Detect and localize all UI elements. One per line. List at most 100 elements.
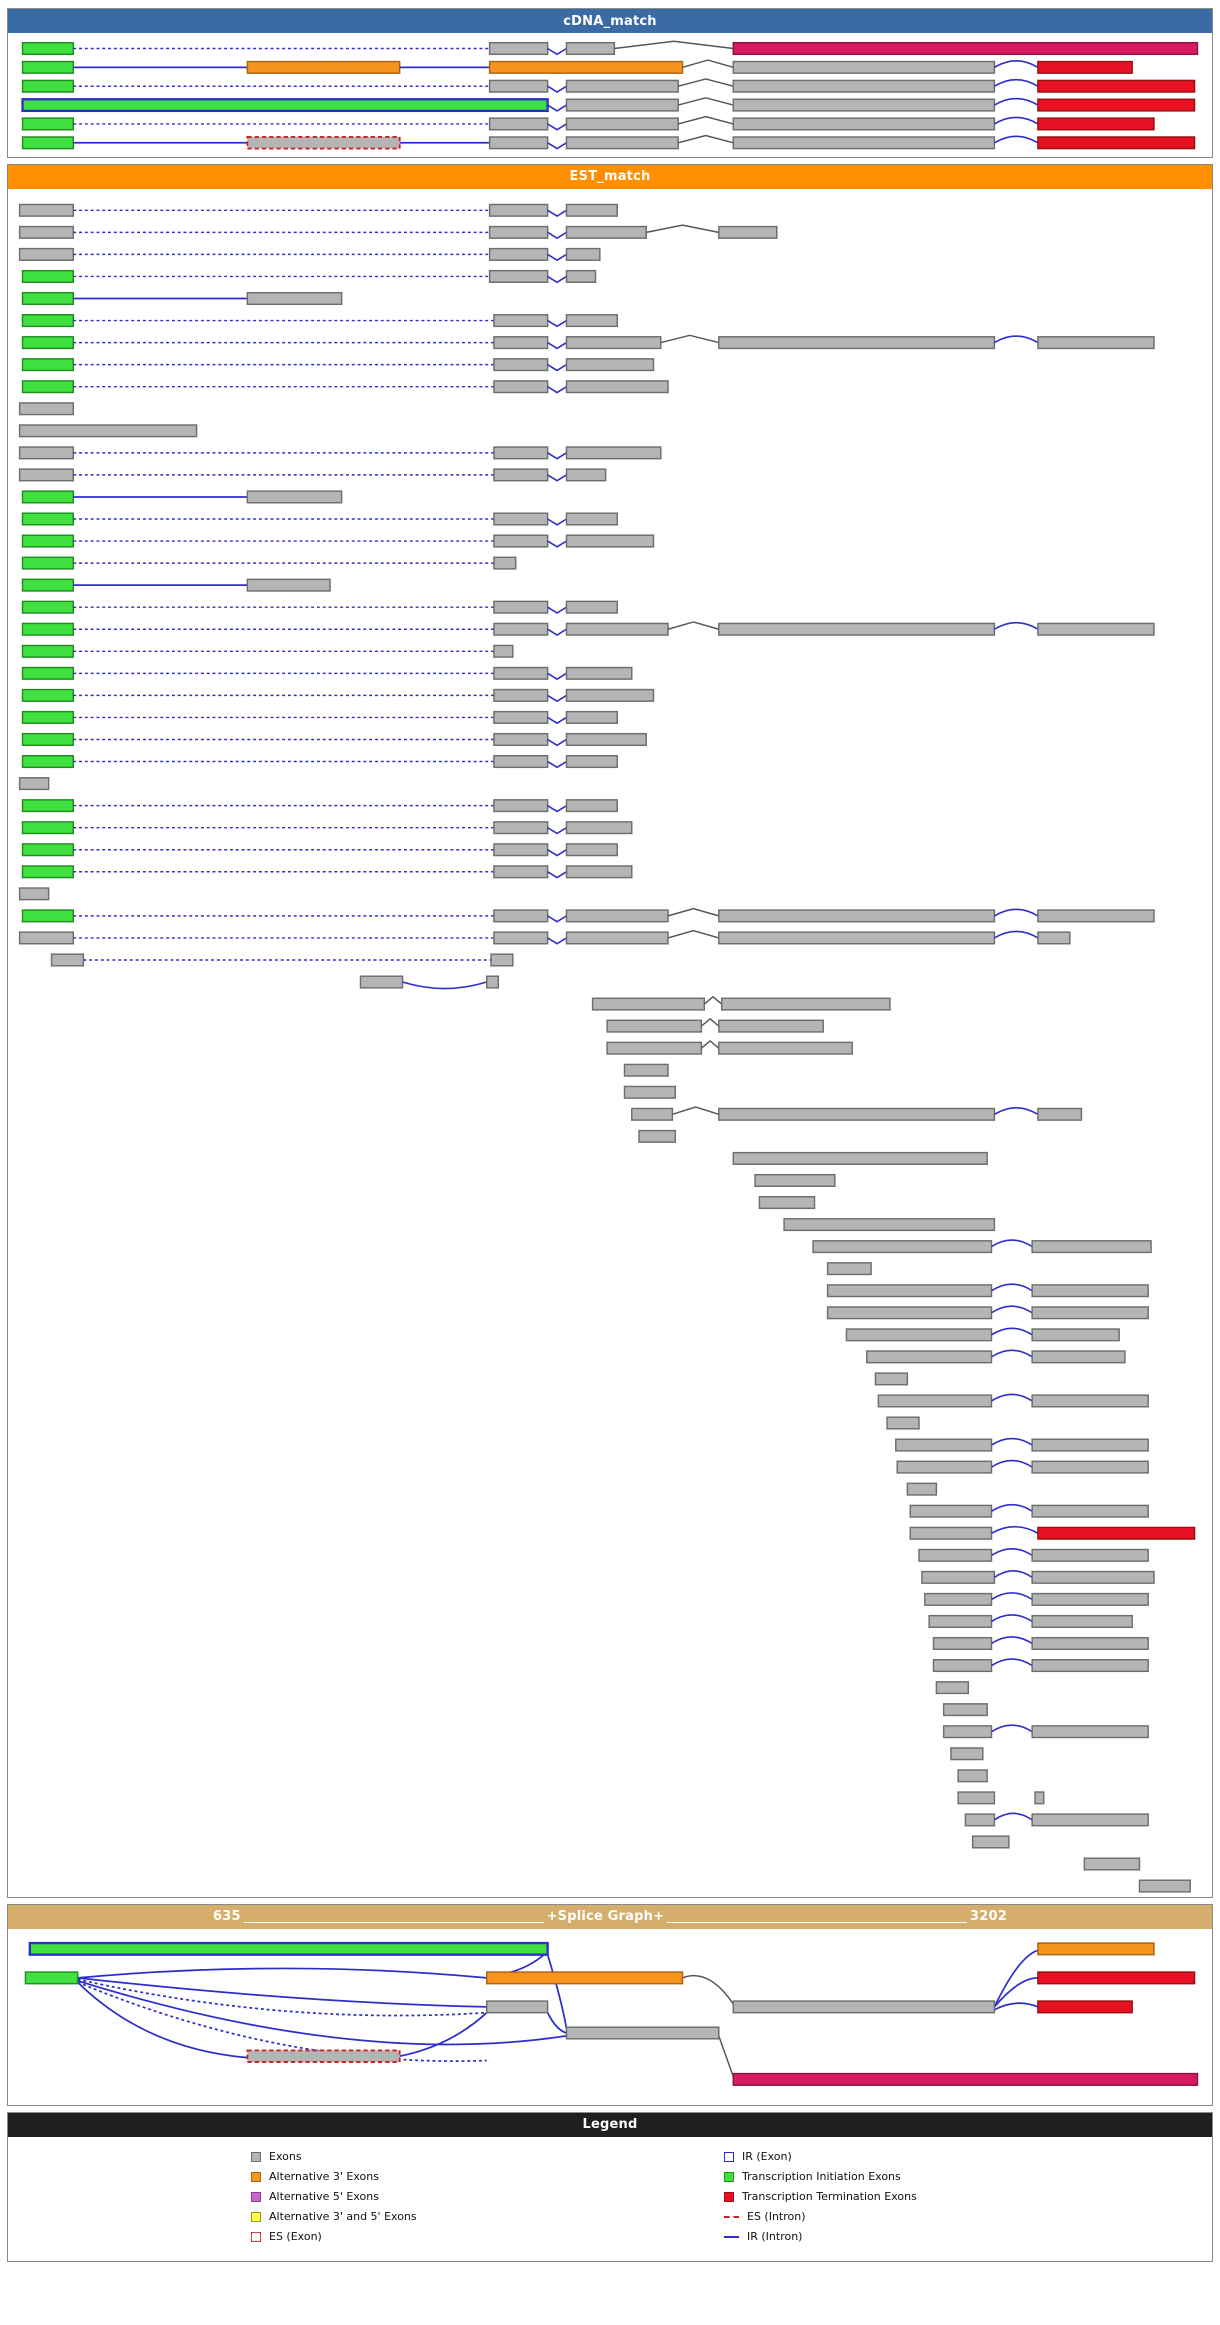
exon-gray bbox=[826, 1261, 872, 1276]
splice-graph-panel: 635 +Splice Graph+ 3202 bbox=[7, 1903, 1213, 2106]
exon-gray bbox=[565, 247, 601, 261]
intron-ir-arc bbox=[991, 1283, 1033, 1292]
legend-panel: Legend Exons Alternative 3' Exons Alternat… bbox=[7, 2111, 1213, 2262]
exon-gray bbox=[565, 117, 679, 131]
intron-ir-caret bbox=[547, 606, 567, 614]
exon-gray bbox=[718, 909, 996, 923]
intron-ir-arc bbox=[993, 908, 1039, 917]
exon-green bbox=[21, 644, 75, 658]
intron-ir-caret bbox=[547, 540, 567, 548]
intron-ir-caret bbox=[547, 253, 567, 261]
exon-gray bbox=[565, 798, 618, 813]
exon-gray bbox=[1037, 909, 1155, 923]
exon-green bbox=[21, 136, 75, 150]
exon-gray bbox=[896, 1460, 993, 1474]
exon-gray bbox=[845, 1328, 993, 1342]
splice-graph-edge bbox=[546, 1954, 568, 2029]
legend-item: Transcription Initiation Exons bbox=[724, 2170, 917, 2183]
exon-gray bbox=[565, 136, 679, 150]
cdna-match-panel: cDNA_match bbox=[7, 8, 1213, 158]
legend-item: Exons bbox=[251, 2150, 486, 2164]
intron-ir-arc bbox=[991, 1393, 1033, 1402]
exon-gray bbox=[565, 688, 655, 702]
exon-gray bbox=[18, 931, 75, 945]
legend-item: Transcription Termination Exons bbox=[724, 2190, 917, 2204]
exon-green bbox=[21, 821, 75, 835]
exon-gray bbox=[826, 1306, 993, 1320]
legend-item: ES (Exon) bbox=[251, 2230, 486, 2243]
exon-gray bbox=[1031, 1548, 1149, 1562]
exon-gray bbox=[18, 225, 75, 239]
intron-ir-arc bbox=[991, 1239, 1033, 1248]
exon-magenta bbox=[732, 41, 1199, 56]
exon-retained-ir bbox=[21, 98, 549, 113]
exon-green bbox=[21, 534, 75, 548]
splice-graph-edge bbox=[993, 2002, 1039, 2011]
exon-gray bbox=[488, 41, 549, 56]
intron-ir-caret bbox=[547, 209, 567, 217]
intron-splice-arc bbox=[646, 224, 719, 233]
intron-ir-arc bbox=[991, 1525, 1039, 1534]
exon-gray bbox=[493, 666, 549, 680]
intron-ir-caret bbox=[547, 123, 567, 131]
exon-red bbox=[1037, 79, 1196, 93]
exon-gray bbox=[493, 843, 549, 857]
exon-gray bbox=[246, 291, 343, 305]
legend-label: Transcription Termination Exons bbox=[742, 2190, 917, 2204]
legend-label: IR (Exon) bbox=[742, 2150, 792, 2164]
intron-ir-arc bbox=[993, 335, 1039, 344]
splice-graph-edge bbox=[77, 1979, 567, 2046]
exon-gray bbox=[565, 41, 616, 56]
exon-gray bbox=[1031, 1813, 1149, 1827]
legend-item: Alternative 3' Exons bbox=[251, 2170, 486, 2183]
intron-ir-arc bbox=[993, 621, 1039, 630]
splice-graph-edge bbox=[77, 1981, 487, 2062]
exon-gray bbox=[565, 380, 669, 394]
exon-orange bbox=[246, 60, 401, 74]
exon-green bbox=[21, 490, 75, 504]
splice-graph-edge bbox=[77, 1981, 248, 2059]
exon-skipped-es bbox=[246, 2049, 401, 2063]
intron-ir-arc bbox=[991, 1591, 1033, 1600]
exon-red bbox=[1037, 136, 1196, 150]
exon-gray bbox=[1031, 1460, 1149, 1474]
exon-gray bbox=[718, 1041, 853, 1055]
exon-gray bbox=[565, 622, 669, 636]
exon-gray bbox=[18, 776, 50, 790]
exon-gray bbox=[718, 335, 996, 349]
legend-label: Exons bbox=[269, 2150, 302, 2164]
exon-gray bbox=[565, 600, 618, 614]
intron-splice-arc bbox=[667, 621, 719, 630]
exon-gray bbox=[1037, 931, 1071, 945]
exon-green bbox=[21, 117, 75, 131]
exon-gray bbox=[606, 1019, 703, 1033]
exon-gray bbox=[732, 98, 996, 112]
exon-gray bbox=[1031, 1592, 1149, 1606]
exon-gray bbox=[812, 1239, 993, 1253]
exon-green bbox=[21, 909, 75, 923]
intron-ir-caret bbox=[547, 452, 567, 460]
intron-ir-caret bbox=[547, 231, 567, 239]
intron-splice-arc bbox=[672, 1106, 720, 1115]
intron-ir-arc bbox=[991, 1349, 1033, 1358]
exon-orange bbox=[1037, 1942, 1155, 1956]
exon-gray bbox=[565, 446, 662, 460]
exon-green bbox=[21, 688, 75, 702]
intron-ir-arc bbox=[993, 97, 1039, 106]
exon-yellow-swatch bbox=[251, 2211, 261, 2222]
intron-splice-arc bbox=[700, 1039, 720, 1049]
intron-ir-caret bbox=[547, 275, 567, 284]
intron-ir-caret bbox=[547, 474, 567, 482]
exon-gray-swatch bbox=[251, 2151, 261, 2162]
exon-gray bbox=[565, 313, 618, 327]
legend-column-right: IR (Exon) Transcription Initiation Exons T… bbox=[724, 2150, 917, 2243]
intron-ir-arc bbox=[991, 1327, 1033, 1336]
exon-gray bbox=[565, 512, 618, 526]
intron-splice-arc bbox=[703, 995, 723, 1005]
exon-gray bbox=[950, 1747, 984, 1761]
exon-gray bbox=[493, 798, 549, 813]
exon-gray bbox=[718, 1107, 996, 1121]
splice-graph-edge bbox=[399, 2011, 488, 2057]
exon-gray bbox=[565, 732, 647, 746]
intron-ir-caret bbox=[547, 341, 567, 350]
